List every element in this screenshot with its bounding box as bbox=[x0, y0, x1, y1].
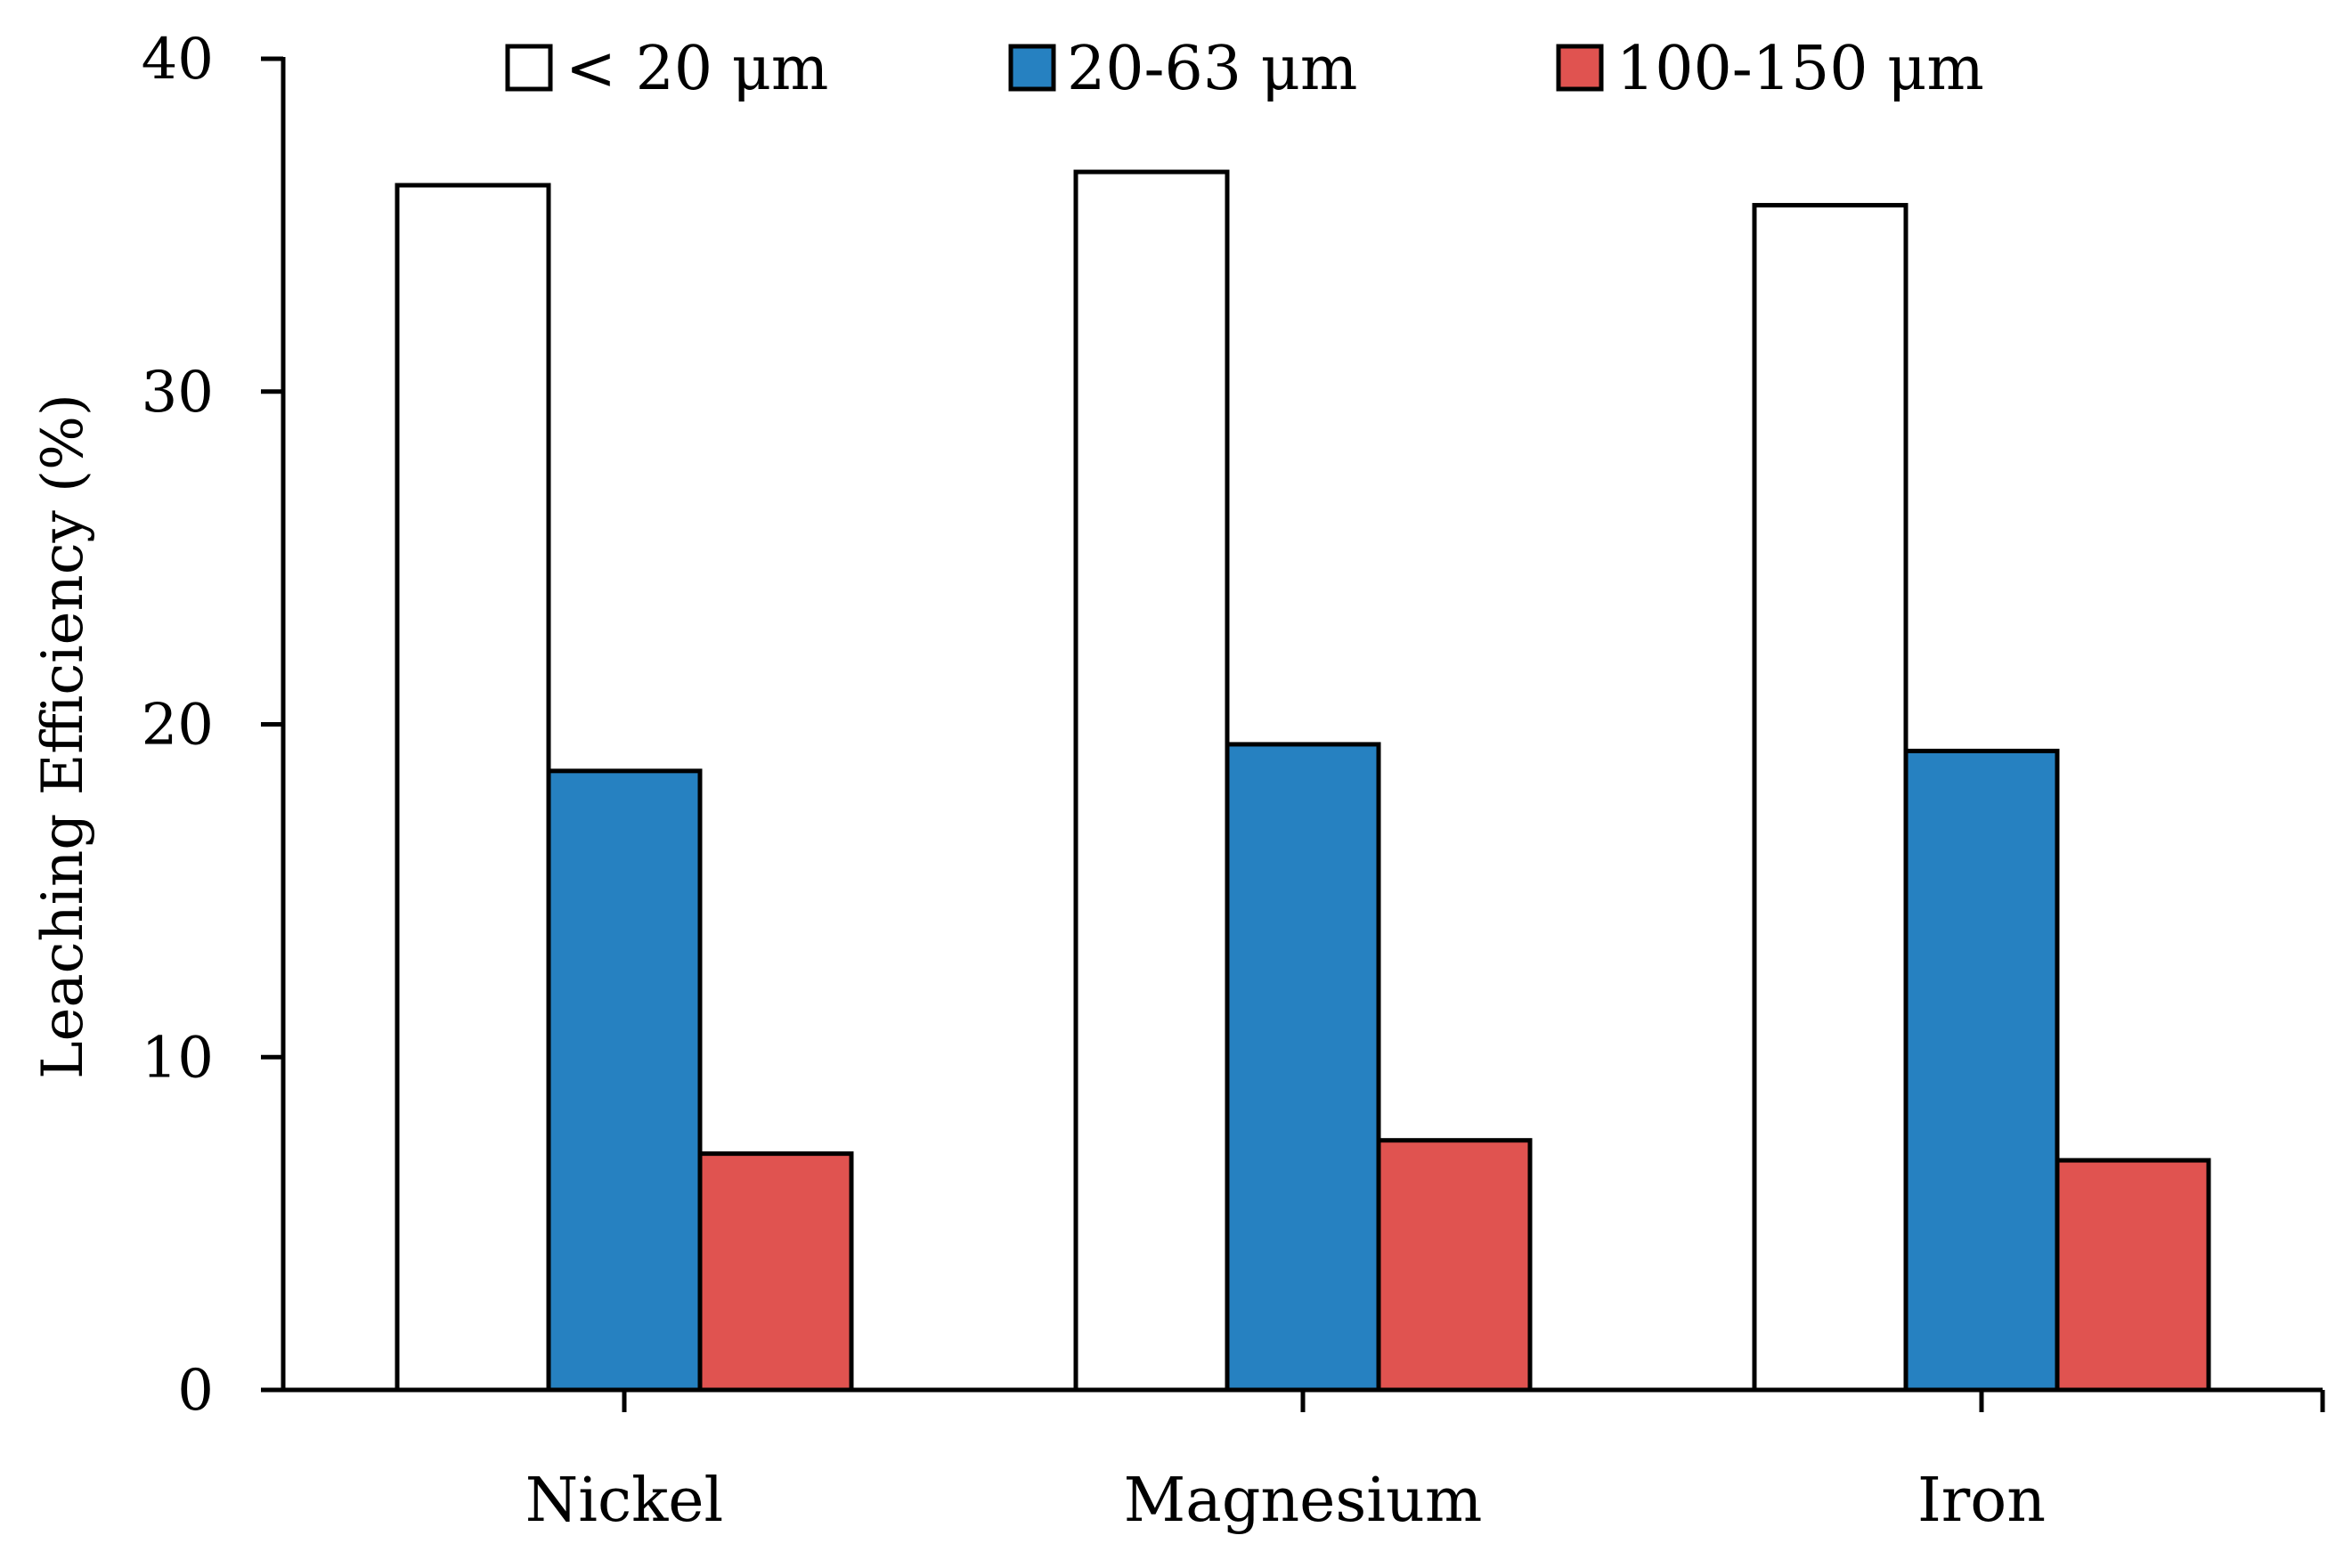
y-tick-label: 40 bbox=[142, 27, 214, 93]
bar-iron-series-1 bbox=[1752, 202, 1908, 1393]
x-tick-label-magnesium: Magnesium bbox=[1124, 1466, 1483, 1536]
bar-nickel-series-3 bbox=[697, 1151, 854, 1393]
y-tick-label: 30 bbox=[142, 360, 214, 426]
bar-nickel-series-2 bbox=[546, 768, 703, 1393]
legend-swatch-series-3 bbox=[1556, 44, 1604, 92]
y-tick-label: 20 bbox=[142, 693, 214, 759]
bar-magnesium-series-3 bbox=[1376, 1138, 1533, 1393]
legend: < 20 μm 20-63 μm 100-150 μm bbox=[505, 34, 1984, 104]
bar-iron-series-3 bbox=[2055, 1158, 2211, 1393]
bar-nickel-series-1 bbox=[395, 183, 551, 1393]
y-tick-label: 0 bbox=[177, 1358, 214, 1424]
legend-label-series-3: 100-150 μm bbox=[1616, 34, 1984, 104]
bar-magnesium-series-2 bbox=[1225, 742, 1381, 1393]
ticks-layer: 0 10 20 30 40 Nickel Magnesium Iron bbox=[142, 27, 2325, 1536]
x-tick-label-nickel: Nickel bbox=[525, 1466, 724, 1536]
bars-layer bbox=[395, 169, 2211, 1393]
y-tick-label: 10 bbox=[142, 1025, 214, 1091]
legend-swatch-series-1 bbox=[505, 44, 553, 92]
bar-iron-series-2 bbox=[1903, 748, 2060, 1393]
legend-label-series-1: < 20 μm bbox=[566, 34, 828, 104]
bar-magnesium-series-1 bbox=[1073, 169, 1230, 1393]
legend-label-series-2: 20-63 μm bbox=[1067, 34, 1357, 104]
legend-swatch-series-2 bbox=[1008, 44, 1056, 92]
y-axis-title: Leaching Efficiency (%) bbox=[30, 394, 96, 1079]
x-tick-label-iron: Iron bbox=[1917, 1466, 2046, 1536]
